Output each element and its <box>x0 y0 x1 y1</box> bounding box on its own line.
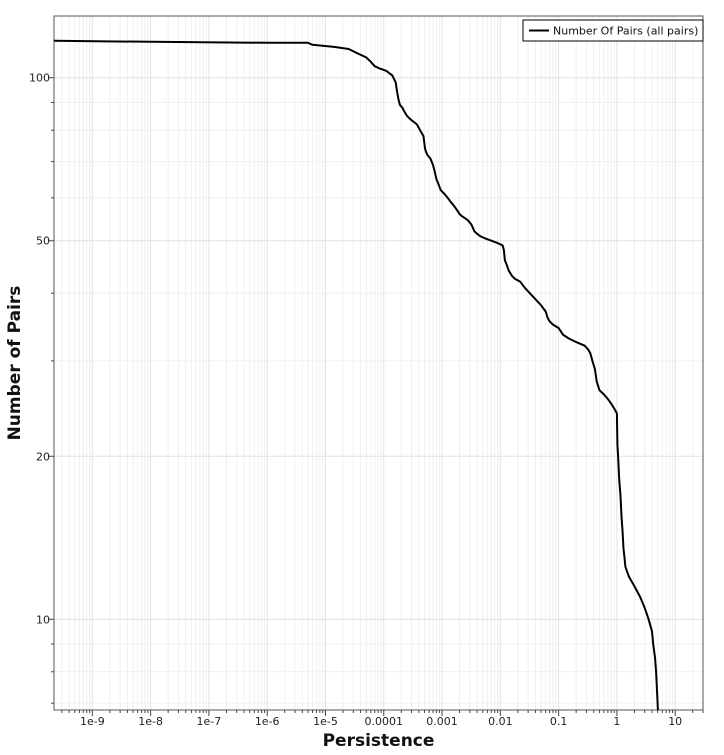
y-tick-label: 10 <box>36 613 50 626</box>
y-tick-label: 20 <box>36 450 50 463</box>
x-tick-label: 0.001 <box>426 715 458 728</box>
x-axis-title: Persistence <box>323 731 435 751</box>
x-axis-ticks <box>61 710 704 716</box>
x-tick-label: 1e-6 <box>255 715 280 728</box>
x-tick-label: 1 <box>613 715 620 728</box>
x-tick-label: 10 <box>668 715 682 728</box>
y-tick-label: 100 <box>29 72 50 85</box>
x-tick-label: 1e-8 <box>138 715 163 728</box>
major-grid <box>54 16 703 710</box>
legend: Number Of Pairs (all pairs) <box>522 19 704 42</box>
minor-grid <box>54 16 704 710</box>
legend-label: Number Of Pairs (all pairs) <box>553 25 698 38</box>
x-tick-label: 0.01 <box>488 715 513 728</box>
x-tick-label: 1e-5 <box>313 715 338 728</box>
y-axis-ticks <box>48 77 54 704</box>
legend-box <box>522 19 704 42</box>
x-tick-label: 0.0001 <box>365 715 404 728</box>
series-line-0 <box>53 39 659 711</box>
x-axis-tick-labels: 1e-9 1e-8 1e-7 1e-6 1e-5 0.0001 0.001 0.01 0.1 1 1… <box>80 715 682 728</box>
y-axis-tick-labels: 10 20 50 100 <box>29 72 50 627</box>
y-axis-title: Number of Pairs <box>5 286 25 441</box>
series-layer <box>53 39 659 711</box>
x-tick-label: 1e-9 <box>80 715 105 728</box>
y-tick-label: 50 <box>36 235 50 248</box>
x-tick-label: 0.1 <box>550 715 568 728</box>
x-tick-label: 1e-7 <box>197 715 222 728</box>
